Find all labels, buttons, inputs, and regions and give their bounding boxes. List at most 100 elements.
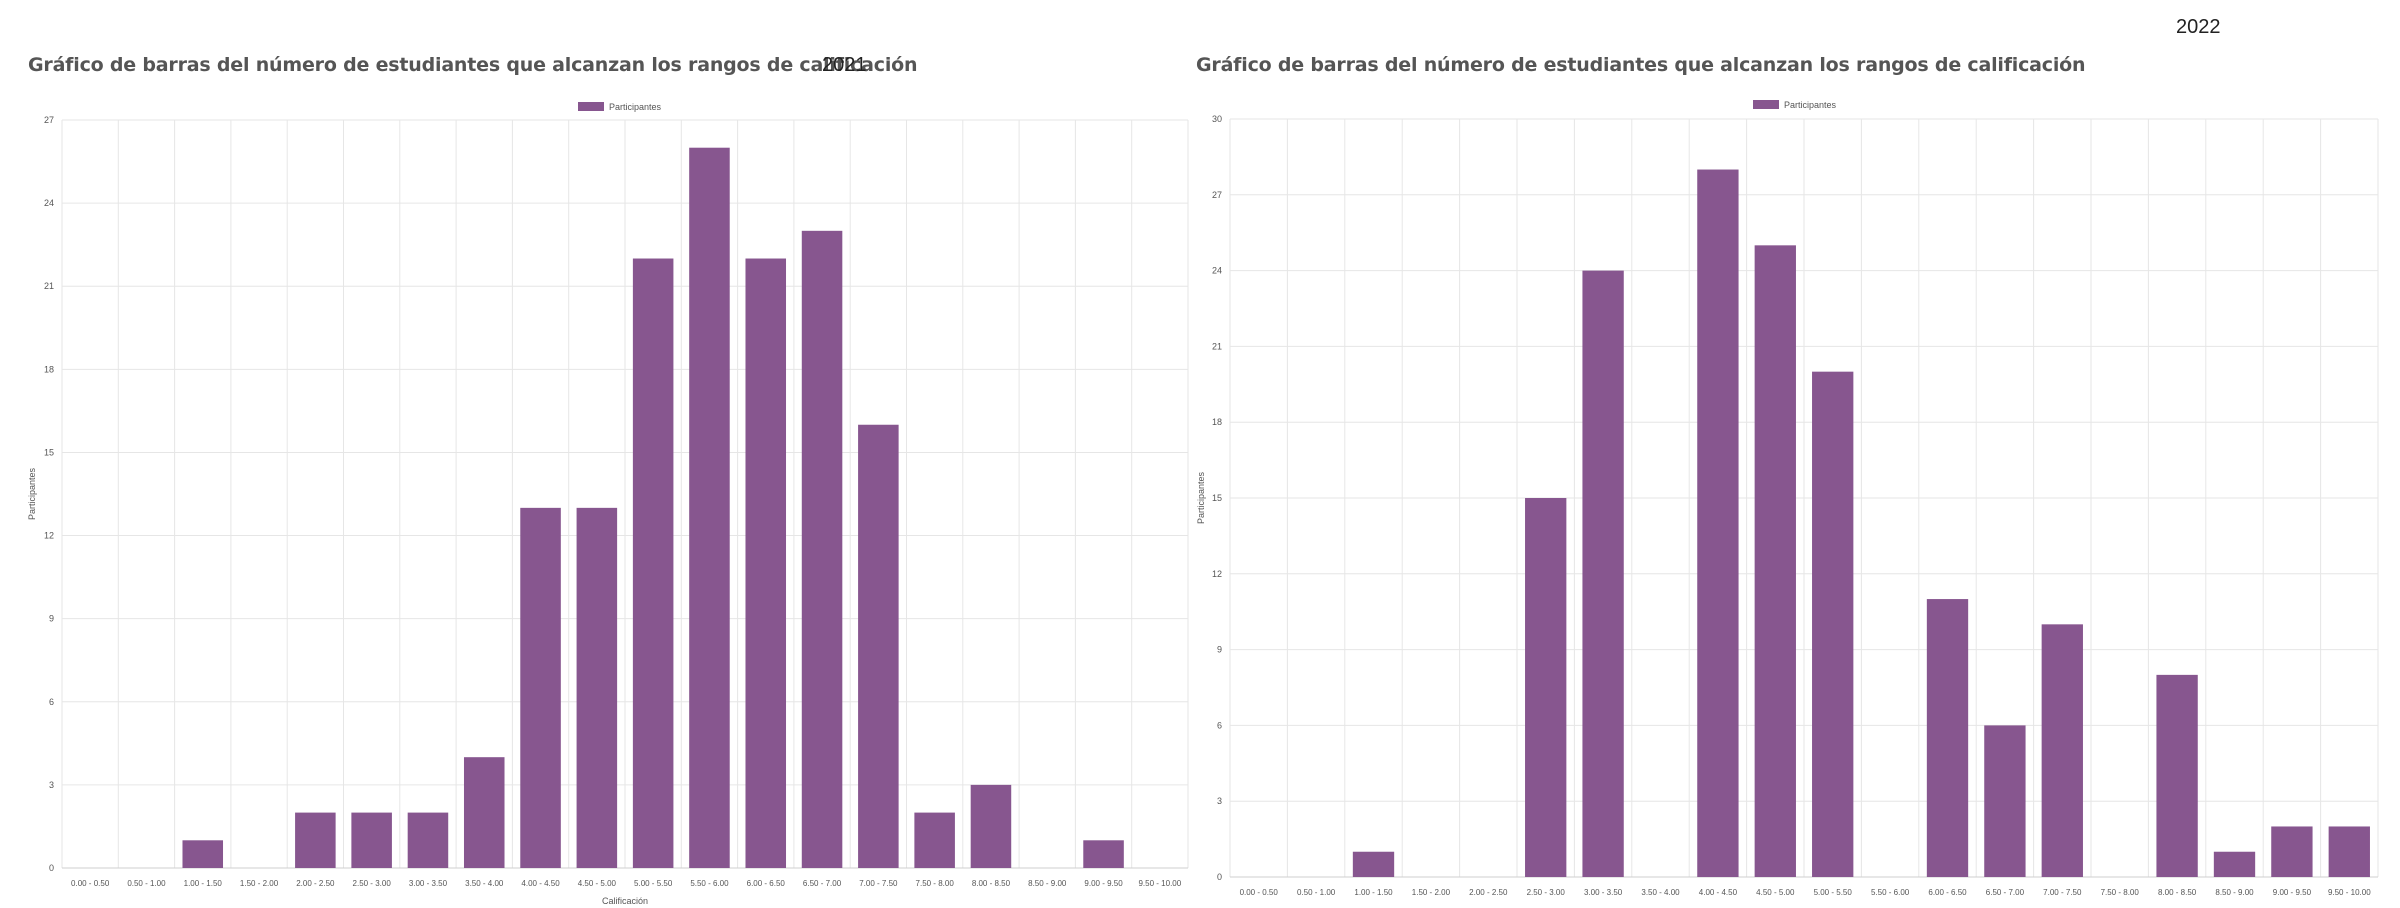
bar [1525, 498, 1567, 877]
x-tick-label: 1.00 - 1.50 [184, 879, 223, 888]
bar [745, 258, 787, 868]
x-tick-label: 8.50 - 9.00 [1028, 879, 1067, 888]
x-tick-label: 7.00 - 7.50 [859, 879, 898, 888]
bar [2156, 674, 2198, 877]
bar [632, 258, 674, 868]
x-tick-label: 3.00 - 3.50 [1584, 888, 1623, 897]
bar-chart-2021: 0 3 6 9 12 15 18 21 24 27 0.00 - 0.50 0.50 - 1.00 1.… [27, 102, 1189, 906]
x-tick-label: 8.00 - 8.50 [2158, 888, 2197, 897]
legend-label: Participantes [609, 102, 662, 112]
x-tick-label: 4.50 - 5.00 [578, 879, 617, 888]
x-tick-label: 0.50 - 1.00 [127, 879, 166, 888]
year-label: 2022 [2176, 16, 2221, 38]
bar [914, 812, 955, 868]
y-tick-label: 3 [49, 780, 54, 790]
x-tick-label: 2.50 - 3.00 [353, 879, 392, 888]
y-tick-label: 9 [49, 614, 54, 624]
chart-title: Gráfico de barras del número de estudian… [1196, 54, 2086, 76]
y-tick-label: 3 [1217, 796, 1222, 806]
x-tick-label: 2.00 - 2.50 [1469, 888, 1508, 897]
x-axis-label: Calificación [602, 896, 648, 906]
legend: Participantes [1753, 100, 1837, 110]
bar [1697, 169, 1739, 878]
y-tick-label: 9 [1217, 645, 1222, 655]
x-tick-label: 3.00 - 3.50 [409, 879, 448, 888]
x-tick-label: 3.50 - 4.00 [465, 879, 504, 888]
bar-chart-2022: 0 3 6 9 12 15 18 21 24 27 30 0.00 - 0.50 0.50 - 1.00… [1196, 100, 2379, 897]
y-tick-label: 12 [1212, 569, 1222, 579]
y-tick-label: 27 [1212, 190, 1222, 200]
y-tick-label: 6 [1217, 720, 1222, 730]
x-tick-label: 9.50 - 10.00 [2328, 888, 2371, 897]
x-tick-label: 7.50 - 8.00 [916, 879, 955, 888]
y-tick-label: 21 [1212, 341, 1222, 351]
chart-title: Gráfico de barras del número de estudian… [28, 54, 918, 76]
y-tick-label: 18 [44, 364, 54, 374]
year-label: 2021 [822, 54, 867, 76]
x-tick-label: 6.00 - 6.50 [1928, 888, 1967, 897]
bar [970, 784, 1012, 868]
x-tick-label: 6.50 - 7.00 [1986, 888, 2025, 897]
x-tick-label: 7.50 - 8.00 [2101, 888, 2140, 897]
x-tick-label: 9.50 - 10.00 [1138, 879, 1181, 888]
x-tick-label: 5.50 - 6.00 [690, 879, 729, 888]
bar [576, 507, 618, 868]
x-tick-label: 8.50 - 9.00 [2215, 888, 2254, 897]
x-tick-label: 9.00 - 9.50 [2273, 888, 2312, 897]
bar [182, 840, 224, 868]
x-tick-label: 1.50 - 2.00 [1412, 888, 1451, 897]
y-tick-label: 27 [44, 115, 54, 125]
chart-panel-2021: Gráfico de barras del número de estudian… [0, 0, 1190, 908]
bar [2328, 826, 2370, 877]
x-tick-label: 4.50 - 5.00 [1756, 888, 1795, 897]
x-tick-label: 4.00 - 4.50 [521, 879, 560, 888]
bar [2041, 624, 2083, 877]
bar [2271, 826, 2313, 877]
bar [1812, 371, 1854, 877]
x-tick-label: 0.00 - 0.50 [1240, 888, 1279, 897]
bar [2213, 851, 2256, 877]
y-tick-label: 12 [44, 531, 54, 541]
x-tick-label: 2.00 - 2.50 [296, 879, 335, 888]
bar [295, 812, 336, 868]
y-tick-label: 24 [44, 198, 54, 208]
x-tick-label: 0.00 - 0.50 [71, 879, 110, 888]
x-tick-label: 4.00 - 4.50 [1699, 888, 1738, 897]
bar [858, 424, 899, 868]
x-tick-label: 3.50 - 4.00 [1641, 888, 1680, 897]
bar [463, 757, 505, 868]
bar [1926, 599, 1969, 877]
x-tick-label: 5.00 - 5.50 [1814, 888, 1853, 897]
x-tick-label: 8.00 - 8.50 [972, 879, 1011, 888]
x-tick-label: 5.50 - 6.00 [1871, 888, 1910, 897]
y-tick-label: 15 [44, 447, 54, 457]
chart-panel-2022: 2022 Gráfico de barras del número de est… [1190, 0, 2400, 908]
x-tick-label: 5.00 - 5.50 [634, 879, 673, 888]
bar [1352, 851, 1395, 877]
x-tick-label: 9.00 - 9.50 [1084, 879, 1123, 888]
x-tick-label: 1.00 - 1.50 [1354, 888, 1393, 897]
bar [801, 230, 843, 868]
bar [351, 812, 392, 868]
bar [407, 812, 449, 868]
y-tick-label: 18 [1212, 417, 1222, 427]
y-axis-label: Participantes [1196, 471, 1206, 524]
x-tick-label: 1.50 - 2.00 [240, 879, 279, 888]
y-tick-label: 21 [44, 281, 54, 291]
y-tick-label: 0 [1217, 872, 1222, 882]
legend-label: Participantes [1784, 100, 1837, 110]
y-tick-label: 24 [1212, 266, 1222, 276]
y-tick-label: 0 [49, 863, 54, 873]
y-tick-label: 30 [1212, 114, 1222, 124]
bar [1984, 725, 2026, 877]
bar [1582, 270, 1624, 878]
bar [520, 507, 561, 868]
x-tick-label: 7.00 - 7.50 [2043, 888, 2082, 897]
y-tick-label: 6 [49, 697, 54, 707]
y-tick-label: 15 [1212, 493, 1222, 503]
legend-swatch [578, 102, 604, 111]
legend: Participantes [578, 102, 662, 112]
bar [1754, 245, 1796, 878]
y-axis-label: Participantes [27, 467, 37, 520]
bar [689, 147, 730, 868]
